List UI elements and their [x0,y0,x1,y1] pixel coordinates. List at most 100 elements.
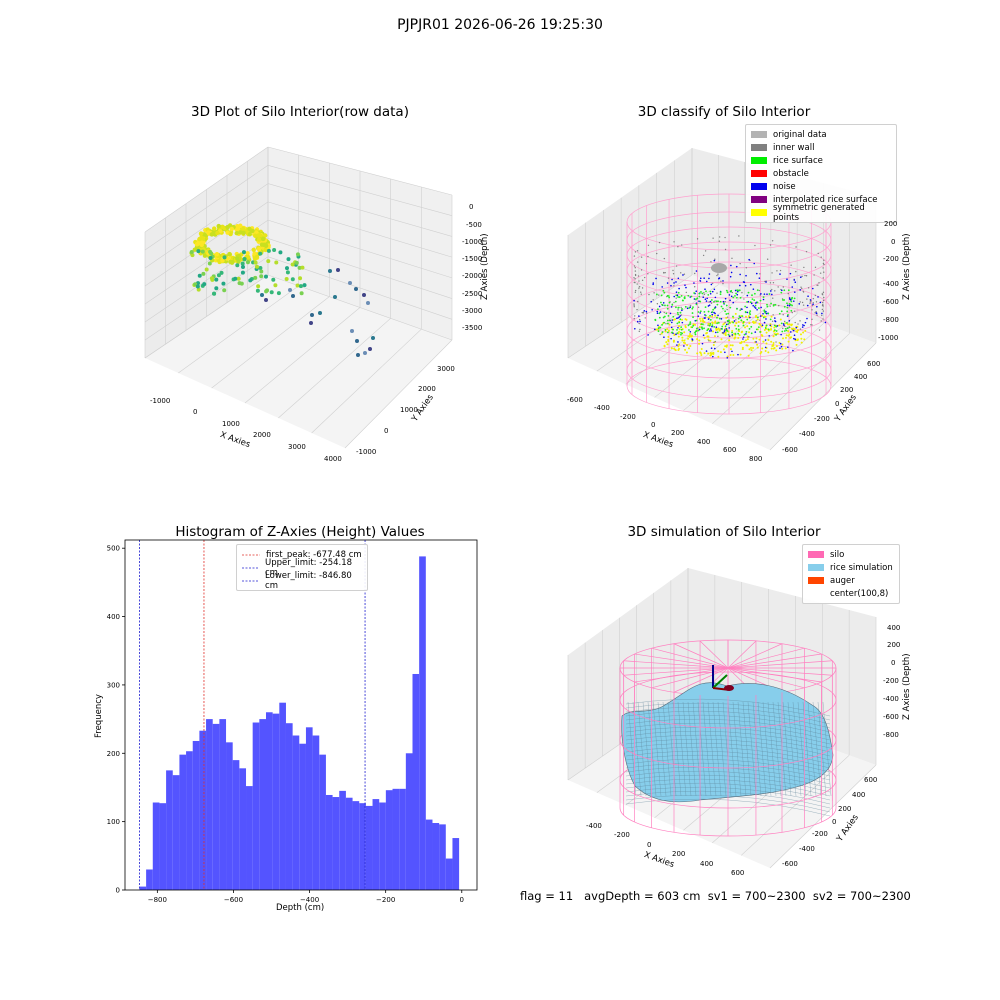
data-point [214,252,220,257]
data-point [802,331,805,334]
panel4-ztick: -800 [883,731,899,739]
panel2-ytick: -600 [782,446,798,454]
data-point [356,353,360,357]
data-point [799,301,801,303]
data-point [714,347,716,350]
legend-item: first_peak: -677.48 cm [242,548,362,561]
histogram-bar [219,719,227,890]
legend-label: original data [773,129,827,140]
data-point [299,291,304,296]
data-point [288,288,292,292]
legend-swatch [242,580,260,581]
data-point [821,293,824,296]
data-point [716,292,718,294]
data-point [256,233,261,238]
data-point [747,354,750,357]
data-point [670,347,673,350]
data-point [717,335,719,338]
data-point [663,291,666,294]
data-point [310,313,314,317]
data-point [670,326,673,329]
histogram-bar [432,823,440,890]
data-point [195,284,200,289]
histogram-bar [412,673,420,890]
legend-swatch [808,564,824,571]
data-point [737,320,740,323]
data-point [638,318,641,321]
data-point [681,332,684,335]
data-point [779,342,782,345]
data-point [212,291,217,296]
histogram-bar [179,754,187,890]
panel4-ytick: 200 [838,805,852,813]
data-point [814,294,817,297]
data-point [772,281,775,284]
data-point [291,294,295,298]
histogram-bar [239,768,247,890]
data-point [771,293,773,296]
data-point [241,250,246,255]
panel2-ztick: -800 [883,316,899,324]
data-point [747,291,750,294]
data-point [755,316,758,319]
data-point [766,303,768,306]
data-point [717,327,720,330]
data-point [781,343,784,346]
data-point [735,322,738,325]
data-point [687,294,690,297]
data-point [803,324,805,327]
data-point [684,348,687,351]
data-point [633,299,635,302]
data-point [676,332,679,335]
data-point [756,318,759,321]
grid-line [144,256,269,341]
data-point [712,330,715,333]
panel2-xtick: -400 [594,404,610,412]
data-point [238,223,243,228]
histogram-bar [212,723,220,890]
panel2-legend: original data inner wall rice surface ob… [745,124,897,223]
mesh-line [667,701,677,797]
histogram-bar [192,740,200,890]
data-point [712,237,714,239]
data-point [699,280,702,282]
data-point [749,301,752,304]
data-point [634,289,637,292]
data-point [705,332,708,335]
legend-label: auger [830,575,855,586]
data-point [767,328,770,331]
data-point [788,326,791,329]
data-point [794,321,796,324]
data-point [772,343,775,346]
data-point [746,311,749,314]
panel4-ytick: 400 [852,791,866,799]
data-point [752,347,755,350]
data-point [713,335,716,338]
data-point [661,286,663,288]
data-point [634,281,636,284]
data-point [708,324,711,327]
data-point [702,296,705,299]
data-point [662,289,665,292]
legend-item: symmetric generated points [751,203,891,223]
data-point [294,260,299,265]
data-point [762,340,765,343]
data-point [298,276,303,281]
data-point [788,302,791,305]
data-point [708,304,711,306]
data-point [759,319,761,321]
panel2-ztick: 0 [891,238,896,246]
mesh-line [727,701,737,797]
data-point [783,320,786,323]
data-point [815,301,818,303]
histogram-bar [299,743,306,890]
grid-line [769,764,877,869]
data-point [741,315,744,318]
data-point [677,326,679,329]
data-point [732,301,735,304]
data-point [671,331,673,334]
data-point [669,312,672,315]
data-point [737,317,740,320]
data-point [196,241,201,246]
data-point [677,306,680,309]
